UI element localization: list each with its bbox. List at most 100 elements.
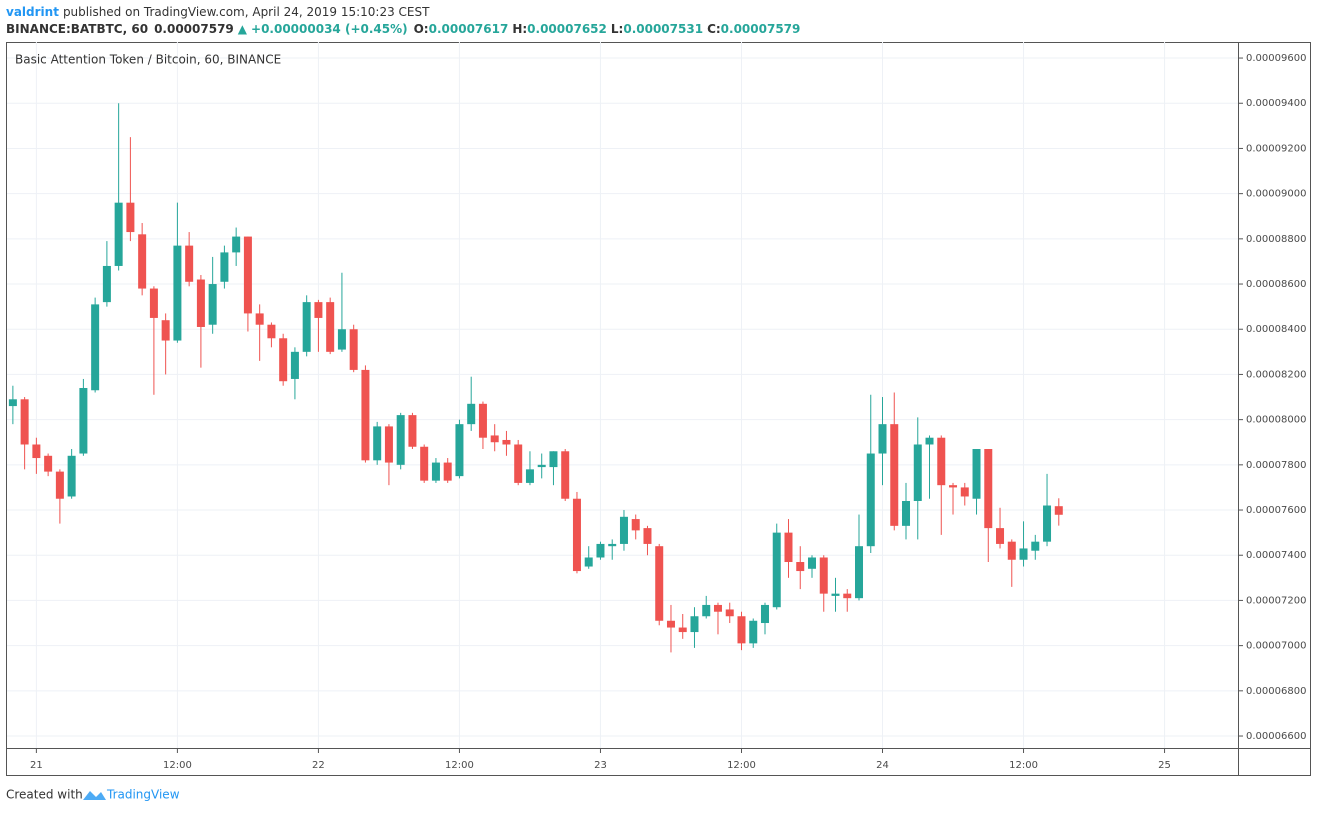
y-tick-label: 0.00008400 xyxy=(1246,324,1306,335)
candle-body xyxy=(349,329,358,370)
candle-body xyxy=(514,444,523,483)
brand-logo xyxy=(83,791,106,800)
candle-body xyxy=(384,426,393,463)
x-tick-label: 12:00 xyxy=(1009,760,1038,771)
candle-body xyxy=(314,302,323,318)
symbol-line: BINANCE:BATBTC, 60 0.00007579 ▲ +0.00000034… xyxy=(6,22,800,36)
y-tick-label: 0.00009400 xyxy=(1246,98,1306,109)
candle-body xyxy=(232,236,241,253)
candle-body xyxy=(1054,506,1063,515)
candle-body xyxy=(866,453,875,547)
x-tick-label: 21 xyxy=(30,760,43,771)
close-label: C: xyxy=(707,22,721,36)
candle-body xyxy=(431,462,440,481)
candle-body xyxy=(290,351,299,379)
candle-body xyxy=(819,557,828,594)
change: +0.00000034 (+0.45%) xyxy=(251,22,408,36)
candle-body xyxy=(725,609,734,617)
candle-body xyxy=(114,202,123,266)
candle-body xyxy=(420,446,429,481)
candle-body xyxy=(937,437,946,486)
candle-body xyxy=(20,399,29,445)
y-tick-label: 0.00008600 xyxy=(1246,279,1306,290)
grid xyxy=(7,42,1238,748)
candle-body xyxy=(631,519,640,531)
high-value: 0.00007652 xyxy=(527,22,607,36)
candle-body xyxy=(443,462,452,481)
candle-body xyxy=(960,487,969,497)
open-value: 0.00007617 xyxy=(429,22,509,36)
candle-body xyxy=(549,451,558,468)
candle-body xyxy=(55,471,64,499)
candle-body xyxy=(713,604,722,612)
y-tick-label: 0.00009600 xyxy=(1246,53,1306,64)
y-tick-label: 0.00007000 xyxy=(1246,641,1306,652)
candle-body xyxy=(502,439,511,445)
y-tick-label: 0.00007600 xyxy=(1246,505,1306,516)
y-tick-label: 0.00007200 xyxy=(1246,595,1306,606)
symbol: BINANCE:BATBTC, 60 xyxy=(6,22,148,36)
open-label: O: xyxy=(414,22,429,36)
y-tick-label: 0.00008800 xyxy=(1246,234,1306,245)
x-tick-label: 12:00 xyxy=(445,760,474,771)
candle-body xyxy=(326,302,335,352)
candles xyxy=(8,103,1063,653)
candle-body xyxy=(902,500,911,526)
candle-body xyxy=(807,557,816,569)
header-line: valdrint published on TradingView.com, Ap… xyxy=(6,5,430,19)
candle-body xyxy=(702,604,711,617)
y-tick-label: 0.00007800 xyxy=(1246,460,1306,471)
candle-body xyxy=(878,424,887,454)
candle-body xyxy=(337,329,346,350)
x-tick-label: 12:00 xyxy=(163,760,192,771)
candle-body xyxy=(91,304,100,391)
candle-body xyxy=(161,320,170,341)
candle-body xyxy=(173,245,182,341)
candle-body xyxy=(126,202,135,233)
candle-body xyxy=(138,234,147,289)
candle-body xyxy=(913,444,922,501)
candle-body xyxy=(984,449,993,529)
candle-body xyxy=(572,498,581,572)
candle-body xyxy=(760,604,769,624)
candle-body xyxy=(561,451,570,499)
footer-created: Created with xyxy=(6,788,83,802)
candle-body xyxy=(655,546,664,621)
x-tick-label: 24 xyxy=(876,760,889,771)
candle-body xyxy=(467,403,476,425)
candle-body xyxy=(149,288,158,318)
candle-body xyxy=(196,279,205,327)
candle-body xyxy=(243,236,252,314)
last-price: 0.00007579 xyxy=(154,22,234,36)
candle-body xyxy=(32,444,41,459)
candle-body xyxy=(408,415,417,447)
candle-body xyxy=(949,485,958,488)
candle-body xyxy=(584,557,593,567)
footer-brand[interactable]: TradingView xyxy=(106,788,180,802)
candle-body xyxy=(537,464,546,468)
candle-body xyxy=(279,338,288,382)
y-tick-label: 0.00008200 xyxy=(1246,369,1306,380)
y-tick-label: 0.00006600 xyxy=(1246,731,1306,742)
candle-body xyxy=(643,528,652,544)
candle-body xyxy=(185,245,194,282)
candle-body xyxy=(843,593,852,599)
candle-body xyxy=(1043,505,1052,542)
chart-frame xyxy=(6,42,1311,776)
author[interactable]: valdrint xyxy=(6,5,59,19)
high-label: H: xyxy=(512,22,527,36)
axes: 0.00006600 0.00006800 0.00007000 0.00007200… xyxy=(30,53,1306,771)
candle-body xyxy=(796,562,805,572)
candle-body xyxy=(749,620,758,644)
candle-body xyxy=(1019,548,1028,560)
candle-body xyxy=(79,387,88,454)
candle-body xyxy=(772,532,781,608)
x-tick-label: 23 xyxy=(594,760,607,771)
x-tick-label: 22 xyxy=(312,760,325,771)
candle-body xyxy=(972,449,981,499)
candle-body xyxy=(478,403,487,438)
candle-body xyxy=(255,313,264,325)
candle-body xyxy=(373,426,382,461)
y-tick-label: 0.00009200 xyxy=(1246,143,1306,154)
candle-body xyxy=(1007,541,1016,560)
